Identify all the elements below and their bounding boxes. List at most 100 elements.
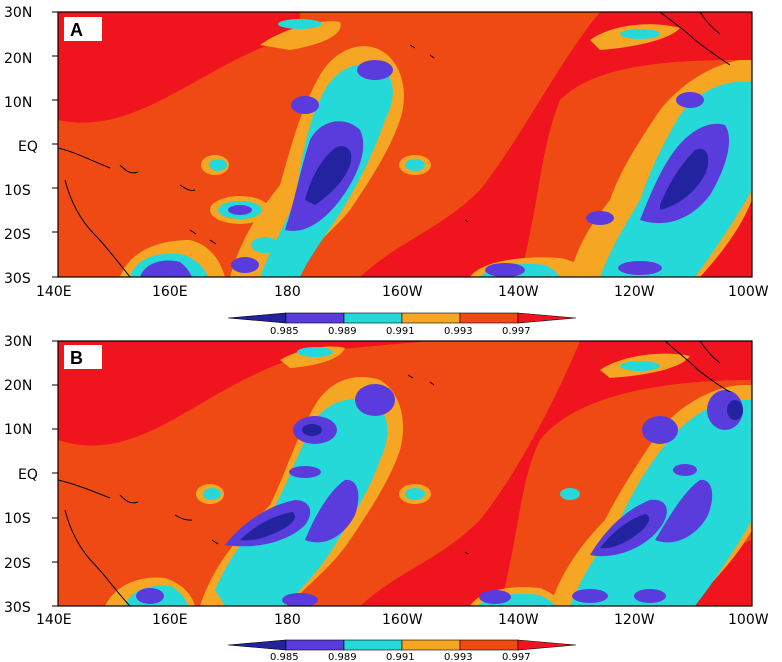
panel-b-label-box: [64, 345, 102, 369]
colorbar-a-bin-3: [401, 312, 461, 324]
panel-a-contour-violet-11: [231, 257, 259, 273]
panel-b-ytick-20n: 20N: [4, 378, 32, 394]
panel-b-contour-violet-15: [282, 593, 318, 606]
panel-a-contour-orange-5: [260, 21, 341, 50]
panel-a: A 30N 20N 10N EQ 10S 20S 30S 140E 160E 1…: [4, 5, 769, 300]
colorbar-a-right-arrow: [517, 312, 577, 324]
panel-b-contour-violet-5: [289, 466, 321, 478]
colorbar-a-label-1: 0.985: [270, 326, 299, 337]
panel-b: B 30N 20N 10N EQ 10S 20S 30S 140E 160E 1…: [4, 334, 769, 628]
panel-a-islands: [189, 44, 469, 245]
panel-b-contour-violet-8: [642, 416, 678, 444]
panel-a-coastline-2: [659, 12, 731, 66]
colorbar-a-bin-2: [343, 312, 403, 324]
colorbar-a-label-5: 0.997: [502, 326, 531, 337]
panel-b-xtick-120w: 120W: [614, 612, 655, 628]
panel-a-contour-violet-7: [228, 205, 252, 215]
colorbar-b-bin-1: [285, 639, 345, 651]
panel-a-xtick-140e: 140E: [36, 284, 72, 300]
panel-b-contour-cyan-7: [203, 488, 221, 500]
colorbar-a-label-2: 0.989: [328, 326, 357, 337]
panel-a-contour-violet-5: [291, 96, 319, 114]
panel-b-contour-violet-12: [479, 590, 511, 604]
panel-b-ytick-30s: 30S: [4, 600, 31, 616]
panel-b-contour-violet-4: [355, 384, 395, 416]
panel-b-contour-darkblue-4: [727, 400, 743, 420]
colorbar-a: 0.985 0.989 0.991 0.993 0.997: [227, 312, 577, 337]
panel-b-contour-darkblue-2: [302, 424, 322, 436]
colorbar-b-label-5: 0.997: [502, 652, 531, 662]
colorbar-a-bin-1: [285, 312, 345, 324]
panel-a-contour-violet-8: [586, 211, 614, 225]
panel-b-contour-cyan-9: [560, 488, 580, 500]
panel-a-label: A: [70, 20, 83, 40]
panel-a-x-axis: 140E 160E 180 160W 140W 120W 100W: [36, 284, 769, 300]
colorbar-b-label-2: 0.989: [328, 652, 357, 662]
panel-a-contour-cyan-5: [278, 19, 322, 29]
colorbar-b-bin-3: [401, 639, 461, 651]
panel-a-ytick-10s: 10S: [4, 183, 31, 199]
panel-a-ytick-20n: 20N: [4, 51, 32, 67]
panel-a-ytick-30s: 30S: [4, 271, 31, 287]
panel-a-xtick-180: 180: [274, 284, 301, 300]
panel-a-contour-violet-2: [140, 260, 192, 277]
panel-a-coastline-1: [58, 147, 196, 277]
panel-a-label-box: [64, 17, 102, 41]
panel-a-contour-violet-9: [485, 263, 525, 277]
panel-b-ytick-30n: 30N: [4, 334, 32, 350]
colorbar-b-label-3: 0.991: [386, 652, 415, 662]
panel-a-xtick-120w: 120W: [614, 284, 655, 300]
panel-a-xtick-100w: 100W: [728, 284, 769, 300]
panel-b-coastline-1: [58, 479, 193, 606]
panel-a-contour-darkblue-1: [305, 145, 352, 205]
panel-b-xtick-100w: 100W: [728, 612, 769, 628]
panel-b-xtick-140e: 140E: [36, 612, 72, 628]
panel-b-contour-violet-10: [673, 464, 697, 476]
panel-b-contour-violet-9: [707, 390, 743, 430]
panel-a-contour-darkblue-2: [660, 148, 709, 210]
colorbar-a-left-arrow: [227, 312, 287, 324]
panel-b-contour-violet-2: [305, 479, 359, 543]
colorbar-a-bin-4: [459, 312, 519, 324]
panel-a-contour-cyan-10: [251, 237, 279, 253]
panel-a-xtick-160e: 160E: [152, 284, 188, 300]
panel-b-contour-cyan-6: [620, 361, 660, 371]
colorbar-b-left-arrow: [227, 639, 287, 651]
panel-b-xtick-140w: 140W: [498, 612, 539, 628]
colorbar-a-label-3: 0.991: [386, 326, 415, 337]
panel-b-xtick-180: 180: [274, 612, 301, 628]
panel-b-ytick-10n: 10N: [4, 422, 32, 438]
panel-a-ytick-10n: 10N: [4, 95, 32, 111]
panel-b-contour-darkblue-3: [600, 514, 650, 549]
panel-b-contour-cyan-8: [405, 488, 425, 500]
panel-a-xtick-160w: 160W: [382, 284, 423, 300]
panel-a-contour-violet-4: [357, 60, 393, 80]
panel-a-contour-cyan-6: [620, 29, 660, 39]
panel-a-contour-cyan-7: [209, 159, 227, 171]
panel-a-y-axis: 30N 20N 10N EQ 10S 20S 30S: [4, 5, 58, 287]
panel-b-contour-cyan-5: [297, 347, 333, 357]
panel-b-map: [58, 341, 752, 606]
colorbar-b-label-1: 0.985: [270, 652, 299, 662]
colorbar-b-right-arrow: [517, 639, 577, 651]
colorbar-b-bin-2: [343, 639, 403, 651]
panel-a-contour-cyan-8: [405, 159, 425, 171]
panel-b-islands: [211, 374, 469, 555]
panel-b-ytick-20s: 20S: [4, 556, 31, 572]
panel-b-label: B: [70, 348, 83, 368]
panel-a-ytick-20s: 20S: [4, 227, 31, 243]
colorbar-b-label-4: 0.993: [444, 652, 473, 662]
panel-a-ytick-30n: 30N: [4, 5, 32, 21]
colorbar-b-bin-4: [459, 639, 519, 651]
panel-b-xtick-160e: 160E: [152, 612, 188, 628]
panel-a-ytick-eq: EQ: [18, 139, 38, 155]
panel-b-coastline-2: [664, 341, 731, 393]
panel-a-contour-violet-10: [618, 261, 662, 275]
panel-b-contour-violet-13: [572, 589, 608, 603]
panel-a-contour-violet-6: [676, 92, 704, 108]
panel-b-contour-violet-14: [634, 589, 666, 603]
panel-b-y-axis: 30N 20N 10N EQ 10S 20S 30S: [4, 334, 58, 616]
panel-b-contour-darkblue-1: [240, 512, 296, 541]
